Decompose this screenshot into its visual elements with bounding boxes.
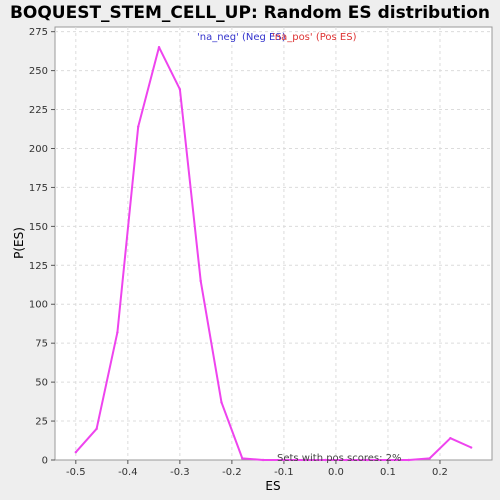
data-point (386, 458, 390, 462)
data-point (261, 458, 265, 462)
pos-scores-annotation: Sets with pos scores: 2% (277, 453, 402, 464)
plot-area (54, 26, 493, 461)
y-tick-label: 225 (29, 105, 48, 116)
x-tick-label: -0.2 (222, 467, 242, 478)
data-point (199, 279, 202, 283)
gridlines (55, 27, 492, 460)
data-point (303, 458, 306, 462)
series-line (75, 46, 472, 461)
x-axis-label: ES (265, 479, 280, 493)
x-tick-label: -0.4 (118, 467, 138, 478)
y-tick-label: 200 (29, 144, 48, 155)
data-point (137, 125, 140, 128)
y-tick-label: 175 (29, 183, 48, 194)
data-point (178, 88, 182, 91)
y-axis-label: P(ES) (12, 227, 26, 259)
y-tick-label: 50 (35, 378, 48, 389)
data-point (324, 458, 327, 462)
data-point (241, 457, 244, 460)
data-point (282, 458, 286, 462)
x-tick-label: -0.5 (66, 467, 86, 478)
y-tick-label: 250 (29, 66, 48, 77)
data-point (74, 451, 78, 454)
legend-entry-pos: 'na_pos' (Pos ES) (272, 32, 357, 43)
y-tick-label: 150 (29, 222, 48, 233)
x-tick-label: 0.1 (380, 467, 396, 478)
data-point (365, 458, 369, 462)
y-tick-label: 125 (29, 261, 48, 272)
data-point (469, 446, 473, 449)
x-tick-label: 0.0 (328, 467, 344, 478)
x-tick-label: -0.3 (170, 467, 190, 478)
series-layer (74, 46, 473, 462)
y-tick-label: 0 (42, 456, 48, 467)
x-tick-label: -0.1 (274, 467, 294, 478)
data-point (220, 401, 223, 404)
y-tick-label: 25 (35, 417, 48, 428)
data-point (428, 457, 431, 460)
data-point (345, 458, 348, 462)
legend-entry-neg: 'na_neg' (Neg ES) (197, 32, 286, 43)
data-point (407, 458, 410, 462)
y-tick-label: 275 (29, 27, 48, 38)
x-tick-label: 0.2 (432, 467, 448, 478)
data-point (157, 46, 161, 49)
data-point (116, 331, 119, 334)
axes: 0 25 50 75 100 125 150 175 200 225 250 275 -0.5 -0.4 -… (29, 27, 448, 478)
data-point (449, 436, 452, 440)
y-tick-label: 75 (35, 339, 48, 350)
chart-title: BOQUEST_STEM_CELL_UP: Random ES distribu… (10, 3, 490, 23)
y-tick-label: 100 (29, 300, 48, 311)
data-point (95, 427, 98, 431)
